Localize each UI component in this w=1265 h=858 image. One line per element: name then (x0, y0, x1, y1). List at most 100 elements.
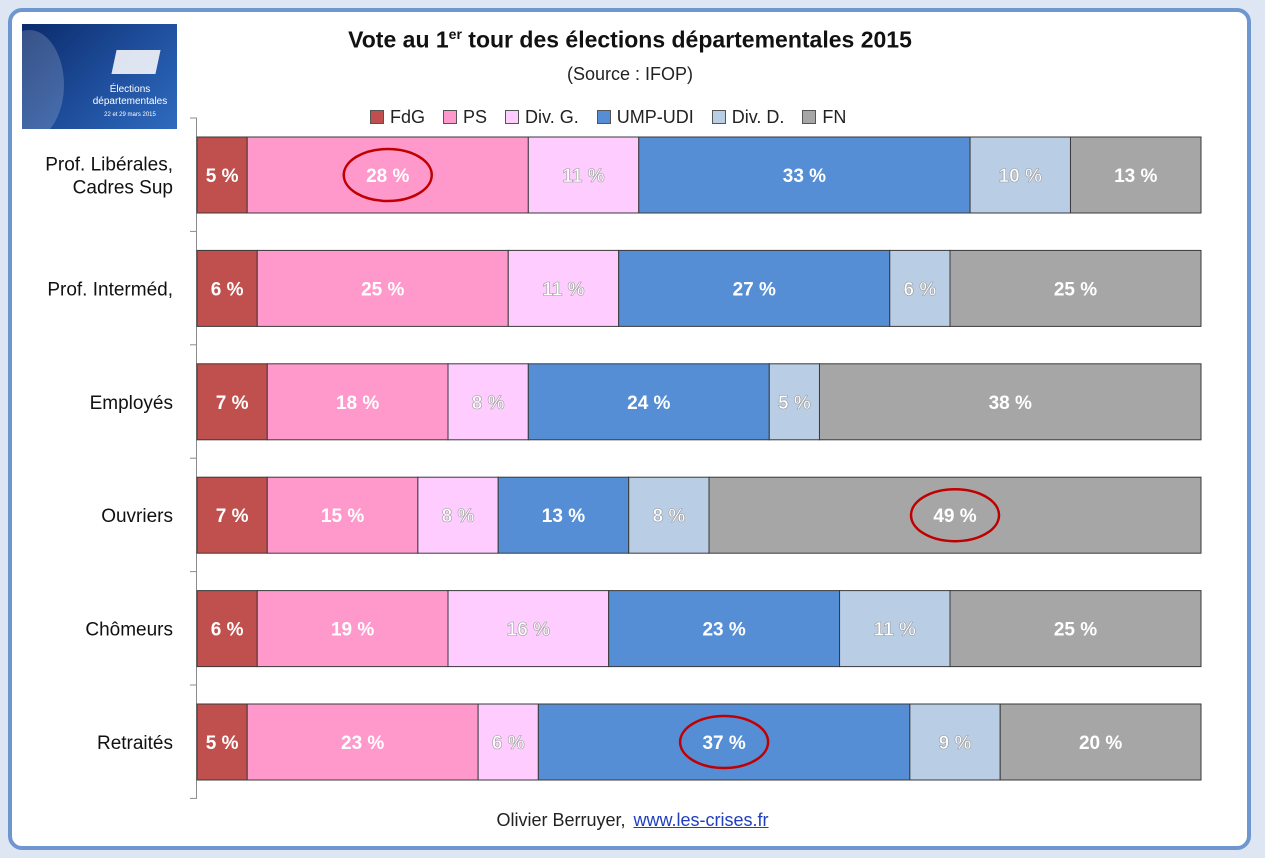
highlight-ellipse (678, 714, 770, 770)
category-label: Prof. Libérales, Cadres Sup (45, 155, 173, 199)
bar-segment (768, 363, 820, 441)
category-label: Employés (90, 393, 173, 414)
bar-segment (949, 249, 1202, 327)
footer-author: Olivier Berruyer, (496, 810, 626, 830)
footer-link[interactable]: www.les-crises.fr (633, 810, 769, 830)
logo-line-2: départementales (92, 96, 168, 107)
bar-segment (608, 590, 841, 668)
data-label: 11 % (542, 279, 584, 300)
logo-line-3: 22 et 29 mars 2015 (104, 112, 156, 118)
bar-segment (266, 363, 449, 441)
legend-item: Div. G. (505, 107, 579, 128)
bar-segment (196, 476, 268, 554)
legend-swatch (596, 110, 611, 124)
legend-label: FN (822, 106, 847, 127)
category-label: Retraités (97, 733, 173, 754)
data-label: 10 % (999, 166, 1042, 187)
data-label: 28 % (366, 166, 409, 187)
logo-line-1: Élections (109, 84, 151, 95)
legend-item: FN (802, 107, 846, 128)
data-label: 24 % (627, 393, 670, 414)
legend-label: PS (463, 106, 488, 127)
footer: Olivier Berruyer, www.les-crises.fr (0, 810, 1265, 831)
data-label: 11 % (562, 166, 604, 187)
bar-segment (889, 249, 951, 327)
bar-segment (477, 703, 539, 781)
category-label: Chômeurs (85, 620, 173, 641)
data-label: 16 % (507, 620, 550, 641)
data-label: 7 % (216, 393, 249, 414)
data-label: 9 % (939, 733, 972, 754)
legend: FdG PS Div. G. UMP-UDI Div. D. FN (370, 104, 864, 130)
data-label: 49 % (933, 506, 976, 527)
data-label: 7 % (216, 506, 249, 527)
highlight-ellipse (342, 147, 434, 203)
bar-segment (497, 476, 630, 554)
data-label: 6 % (904, 279, 937, 300)
data-label: 15 % (321, 506, 364, 527)
bar-segment (1069, 136, 1202, 214)
legend-swatch (443, 110, 458, 124)
data-label: 11 % (874, 620, 916, 641)
bar-segment (196, 703, 248, 781)
legend-item: FdG (370, 107, 425, 128)
data-label: 38 % (989, 393, 1032, 414)
data-label: 37 % (702, 733, 745, 754)
bar-segment (266, 476, 419, 554)
data-label: 13 % (542, 506, 585, 527)
bar-segment (417, 476, 499, 554)
chart-subtitle: (Source : IFOP) (566, 64, 694, 84)
legend-item: PS (443, 107, 487, 128)
category-label: Prof. Interméd, (47, 279, 173, 300)
data-label: 6 % (211, 279, 244, 300)
chart-title: Vote au 1er tour des élections départeme… (190, 26, 1070, 54)
legend-item: UMP-UDI (596, 106, 694, 128)
data-label: 6 % (211, 620, 244, 641)
title-superscript: er (448, 26, 462, 42)
data-label: 23 % (702, 620, 745, 641)
bar-segment (246, 703, 479, 781)
title-part-1: Vote au 1 (348, 26, 449, 53)
data-label: 8 % (442, 506, 475, 527)
bar-segment (949, 590, 1202, 668)
bar-segment (818, 363, 1202, 441)
bar-segment (909, 703, 1001, 781)
data-label: 25 % (1054, 620, 1097, 641)
data-label: 25 % (361, 279, 404, 300)
title-part-2: tour des élections départementales 2015 (461, 26, 912, 53)
data-label: 27 % (733, 279, 776, 300)
legend-label: FdG (390, 106, 426, 127)
data-label: 5 % (206, 166, 239, 187)
legend-item: Div. D. (711, 106, 785, 128)
data-label: 25 % (1054, 279, 1097, 300)
bar-segment (999, 703, 1202, 781)
highlight-ellipse (909, 487, 1001, 543)
bar-segment (527, 363, 770, 441)
data-label: 8 % (653, 506, 686, 527)
data-label: 20 % (1079, 733, 1122, 754)
data-label: 8 % (472, 393, 505, 414)
bar-segment (447, 363, 529, 441)
bar-segment (839, 590, 951, 668)
data-label: 33 % (783, 166, 826, 187)
legend-label: Div. D. (731, 106, 785, 127)
data-label: 19 % (331, 620, 374, 641)
legend-swatch (711, 110, 726, 124)
data-label: 18 % (336, 393, 379, 414)
bar-segment (507, 249, 620, 327)
legend-swatch (370, 110, 384, 124)
data-label: 23 % (341, 733, 384, 754)
category-label: Ouvriers (101, 506, 173, 527)
data-label: 13 % (1114, 166, 1157, 187)
bar-segment (196, 590, 258, 668)
legend-swatch (505, 110, 520, 124)
bar-segment (256, 590, 449, 668)
bar-segment (628, 476, 710, 554)
data-label: 6 % (492, 733, 525, 754)
data-label: 5 % (206, 733, 239, 754)
legend-label: UMP-UDI (616, 106, 694, 127)
legend-label: Div. G. (525, 106, 579, 127)
data-label: 5 % (778, 393, 811, 414)
bar-segment (256, 249, 509, 327)
